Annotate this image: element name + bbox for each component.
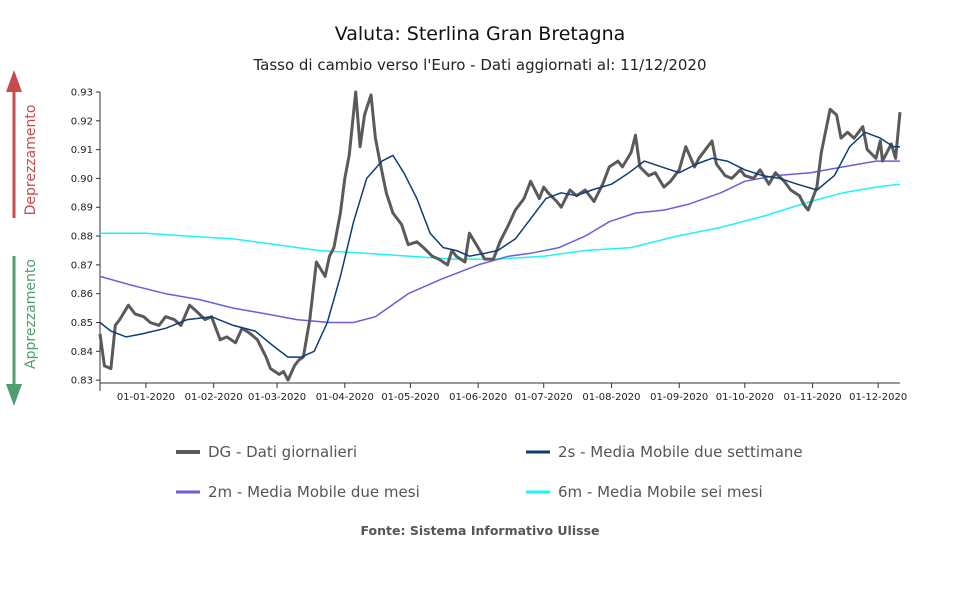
x-tick-label: 01-04-2020	[316, 392, 374, 403]
x-tick-label: 01-08-2020	[582, 392, 640, 403]
y-tick-label: 0.85	[71, 318, 93, 329]
x-tick-label: 01-06-2020	[449, 392, 507, 403]
x-tick-label: 01-01-2020	[117, 392, 175, 403]
y-tick-label: 0.90	[71, 174, 93, 185]
series-line-6m	[100, 183, 901, 260]
x-tick-label: 01-10-2020	[716, 392, 774, 403]
legend: DG - Dati giornalieri 2s - Media Mobile d…	[176, 443, 803, 501]
depreciation-label: Deprezzamento	[23, 105, 39, 216]
y-tick-label: 0.84	[71, 347, 93, 358]
appreciation-label: Apprezzamento	[23, 259, 39, 369]
y-tick-label: 0.89	[71, 203, 93, 214]
y-tick-label: 0.88	[71, 232, 93, 243]
x-tick-label: 01-05-2020	[381, 392, 439, 403]
depreciation-indicator: Deprezzamento	[6, 70, 39, 218]
appreciation-indicator: Apprezzamento	[6, 256, 39, 406]
legend-entry: 6m - Media Mobile sei mesi	[558, 483, 763, 501]
down-arrow-icon	[6, 384, 22, 406]
x-tick-label: 01-12-2020	[849, 392, 907, 403]
x-tick-label: 01-11-2020	[784, 392, 842, 403]
y-tick-label: 0.92	[71, 116, 93, 127]
x-tick-label: 01-02-2020	[185, 392, 243, 403]
plot-area: 0.83 0.84 0.85 0.86 0.87 0.88 0.89 0.90 0.91 0.92…	[71, 88, 907, 404]
series-line-dg	[98, 90, 902, 382]
y-tick-label: 0.91	[71, 145, 93, 156]
chart-subtitle: Tasso di cambio verso l'Euro - Dati aggi…	[252, 56, 706, 74]
y-tick-label: 0.86	[71, 289, 93, 300]
series-line-2s	[99, 131, 900, 358]
y-tick-label: 0.83	[71, 376, 93, 387]
y-tick-label: 0.87	[71, 260, 93, 271]
x-tick-label: 01-07-2020	[515, 392, 573, 403]
up-arrow-icon	[6, 70, 22, 92]
legend-entry: 2s - Media Mobile due settimane	[558, 443, 803, 461]
chart-title: Valuta: Sterlina Gran Bretagna	[335, 23, 626, 45]
x-tick-label: 01-09-2020	[650, 392, 708, 403]
series-line-2m	[99, 160, 900, 324]
source-note: Fonte: Sistema Informativo Ulisse	[361, 523, 600, 538]
y-tick-label: 0.93	[71, 88, 93, 99]
legend-entry: 2m - Media Mobile due mesi	[208, 483, 420, 501]
x-tick-label: 01-03-2020	[248, 392, 306, 403]
legend-entry: DG - Dati giornalieri	[208, 443, 357, 461]
